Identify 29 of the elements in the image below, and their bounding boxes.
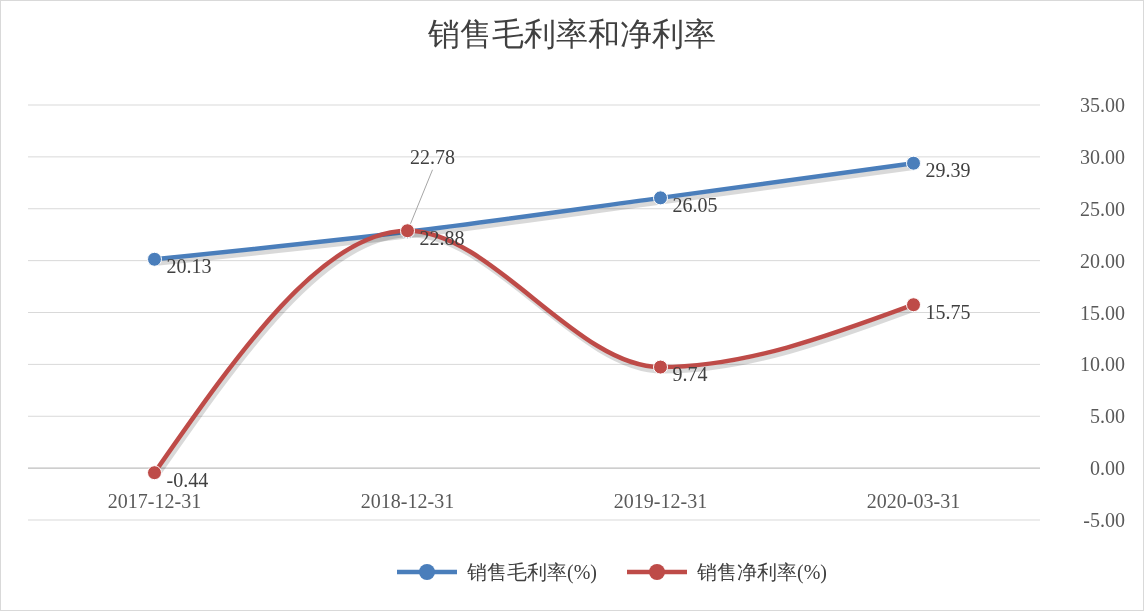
y-tick-label: 15.00 (1080, 301, 1125, 324)
x-tick-label: 2017-12-31 (107, 490, 202, 513)
x-tick-label: 2018-12-31 (360, 490, 455, 513)
data-label: 20.13 (166, 255, 212, 278)
data-label: 15.75 (925, 300, 971, 323)
y-tick-label: 20.00 (1080, 249, 1125, 272)
y-tick-label: 5.00 (1090, 405, 1125, 428)
point (906, 155, 921, 171)
data-label: 26.05 (672, 193, 718, 216)
data-label: 29.39 (925, 159, 971, 182)
point (653, 359, 668, 375)
legend-label: 销售净利率(%) (696, 561, 827, 584)
point (147, 465, 162, 481)
data-label: -0.44 (166, 468, 209, 491)
point (906, 297, 921, 313)
data-label: 9.74 (672, 363, 708, 386)
point (653, 190, 668, 206)
x-tick-label: 2019-12-31 (613, 490, 708, 513)
y-tick-label: 30.00 (1080, 145, 1125, 168)
y-tick-label: 25.00 (1080, 197, 1125, 220)
y-tick-label: 0.00 (1090, 457, 1125, 480)
x-tick-label: 2020-03-31 (866, 490, 961, 513)
data-label: 22.78 (410, 145, 455, 168)
chart-title: 销售毛利率和净利率 (427, 16, 716, 52)
y-tick-label: -5.00 (1083, 509, 1125, 531)
y-tick-label: 10.00 (1080, 353, 1125, 376)
point (147, 251, 162, 267)
legend-label: 销售毛利率(%) (466, 561, 597, 584)
y-tick-label: 35.00 (1080, 94, 1125, 116)
